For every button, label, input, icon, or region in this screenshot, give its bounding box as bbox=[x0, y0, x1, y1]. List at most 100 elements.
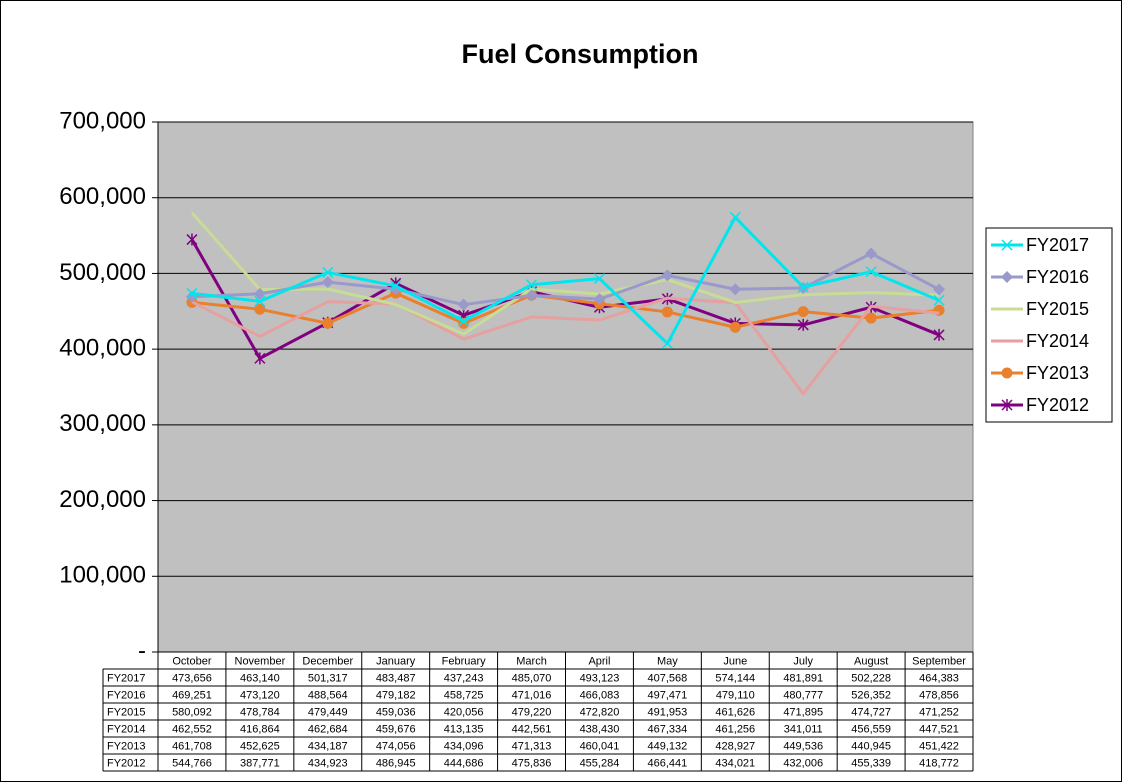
table-cell: 432,006 bbox=[783, 757, 823, 769]
table-cell: 416,864 bbox=[240, 723, 280, 735]
legend-label: FY2013 bbox=[1026, 363, 1089, 383]
data-point bbox=[186, 287, 198, 299]
legend-marker bbox=[1001, 399, 1013, 411]
table-cell: 462,684 bbox=[308, 723, 348, 735]
data-point bbox=[186, 233, 198, 246]
table-cell: 387,771 bbox=[240, 757, 280, 769]
legend-marker bbox=[1001, 367, 1013, 379]
y-tick-label: 500,000 bbox=[59, 259, 146, 286]
data-point bbox=[593, 273, 605, 285]
table-cell: 452,625 bbox=[240, 740, 280, 752]
legend-label: FY2016 bbox=[1026, 267, 1089, 287]
table-cell: 456,559 bbox=[851, 723, 891, 735]
table-cell: 471,252 bbox=[919, 706, 959, 718]
y-tick-label: 600,000 bbox=[59, 183, 146, 210]
table-cell: 463,140 bbox=[240, 672, 280, 684]
plot-area bbox=[157, 121, 974, 653]
table-cell: 460,041 bbox=[580, 740, 620, 752]
x-tick-label: November bbox=[235, 655, 286, 667]
table-cell: 485,070 bbox=[512, 672, 552, 684]
x-tick-label: August bbox=[854, 655, 888, 667]
table-cell: 478,856 bbox=[919, 689, 959, 701]
table-cell: 473,120 bbox=[240, 689, 280, 701]
table-cell: 461,256 bbox=[715, 723, 755, 735]
x-tick-label: March bbox=[516, 655, 547, 667]
y-tick-label: 400,000 bbox=[59, 334, 146, 361]
data-point bbox=[933, 328, 945, 341]
table-row-label: FY2014 bbox=[107, 723, 146, 735]
x-tick-label: October bbox=[172, 655, 211, 667]
data-point bbox=[933, 283, 946, 296]
table-cell: 544,766 bbox=[172, 757, 212, 769]
table-cell: 580,092 bbox=[172, 706, 212, 718]
data-point bbox=[525, 289, 538, 302]
table-cell: 480,777 bbox=[783, 689, 823, 701]
data-point bbox=[933, 294, 945, 306]
table-cell: 447,521 bbox=[919, 723, 959, 735]
table-cell: 462,552 bbox=[172, 723, 212, 735]
y-tick-label: - bbox=[138, 637, 146, 664]
table-cell: 455,339 bbox=[851, 757, 891, 769]
table-cell: 475,836 bbox=[512, 757, 552, 769]
table-cell: 449,536 bbox=[783, 740, 823, 752]
data-point bbox=[322, 266, 334, 278]
x-tick-label: April bbox=[588, 655, 610, 667]
table-row-label: FY2017 bbox=[107, 672, 146, 684]
table-cell: 459,036 bbox=[376, 706, 416, 718]
table-cell: 455,284 bbox=[580, 757, 620, 769]
data-point bbox=[254, 295, 266, 307]
data-point bbox=[254, 352, 266, 365]
table-cell: 458,725 bbox=[444, 689, 484, 701]
table-cell: 472,820 bbox=[580, 706, 620, 718]
data-point bbox=[458, 315, 470, 327]
table-row-label: FY2015 bbox=[107, 706, 146, 718]
table-cell: 434,096 bbox=[444, 740, 484, 752]
table-cell: 469,251 bbox=[172, 689, 212, 701]
legend-marker bbox=[1001, 239, 1013, 251]
table-cell: 459,676 bbox=[376, 723, 416, 735]
table-cell: 488,564 bbox=[308, 689, 348, 701]
data-point bbox=[457, 298, 470, 311]
y-tick-label: 300,000 bbox=[59, 410, 146, 437]
table-cell: 464,383 bbox=[919, 672, 959, 684]
data-point bbox=[797, 318, 809, 331]
y-tick-label: 200,000 bbox=[59, 486, 146, 513]
table-cell: 442,561 bbox=[512, 723, 552, 735]
table-cell: 444,686 bbox=[444, 757, 484, 769]
table-cell: 466,083 bbox=[580, 689, 620, 701]
y-tick-label: 100,000 bbox=[59, 562, 146, 589]
table-cell: 574,144 bbox=[715, 672, 755, 684]
data-point bbox=[526, 279, 538, 291]
table-cell: 497,471 bbox=[647, 689, 687, 701]
table-cell: 491,953 bbox=[647, 706, 687, 718]
series-line bbox=[191, 251, 940, 307]
table-cell: 434,187 bbox=[308, 740, 348, 752]
data-point bbox=[322, 317, 334, 329]
series-line bbox=[191, 215, 940, 345]
series-line bbox=[191, 296, 940, 396]
legend-marker bbox=[1001, 271, 1013, 283]
data-point bbox=[865, 266, 877, 278]
chart-title: Fuel Consumption bbox=[462, 39, 699, 69]
table-cell: 407,568 bbox=[647, 672, 687, 684]
table-cell: 449,132 bbox=[647, 740, 687, 752]
x-tick-label: July bbox=[793, 655, 813, 667]
data-point bbox=[661, 306, 673, 318]
data-point bbox=[797, 281, 809, 293]
legend-label: FY2015 bbox=[1026, 299, 1089, 319]
table-cell: 493,123 bbox=[580, 672, 620, 684]
series-line bbox=[191, 291, 940, 329]
data-point bbox=[865, 312, 877, 324]
x-tick-label: January bbox=[376, 655, 416, 667]
table-cell: 471,313 bbox=[512, 740, 552, 752]
x-tick-label: June bbox=[723, 655, 747, 667]
table-cell: 420,056 bbox=[444, 706, 484, 718]
table-cell: 438,430 bbox=[580, 723, 620, 735]
data-point bbox=[661, 337, 673, 349]
table-cell: 434,923 bbox=[308, 757, 348, 769]
table-cell: 479,110 bbox=[716, 689, 755, 701]
table-cell: 474,727 bbox=[851, 706, 891, 718]
x-tick-label: September bbox=[912, 655, 966, 667]
legend-label: FY2017 bbox=[1026, 235, 1089, 255]
x-tick-label: December bbox=[302, 655, 353, 667]
